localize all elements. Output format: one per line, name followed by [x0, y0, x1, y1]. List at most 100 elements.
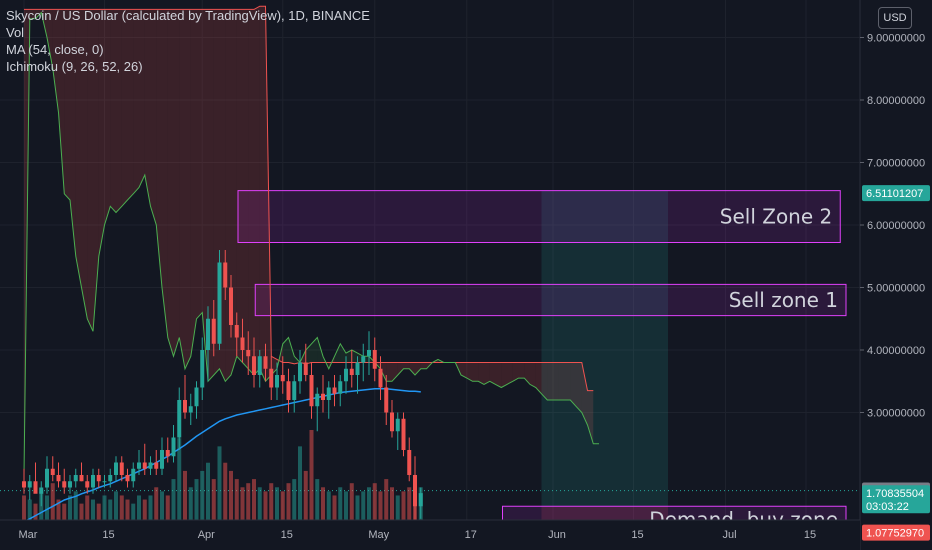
volume-bar: [148, 495, 153, 520]
candle-body: [401, 418, 406, 450]
candle-body: [50, 468, 55, 475]
indicator-lines: [23, 5, 599, 523]
cloud-segment: [116, 9, 122, 213]
candle: [114, 456, 118, 482]
price-axis[interactable]: 9.00000000 8.00000000 7.00000000 6.00000000…: [859, 0, 932, 550]
cloud-segment: [461, 362, 467, 379]
time-tick-label: 15: [631, 529, 643, 541]
zone-box: [237, 190, 841, 243]
volume-bar: [338, 487, 343, 520]
volume-bar: [229, 470, 233, 520]
ma-indicator-label[interactable]: MA (54, close, 0): [6, 42, 104, 57]
volume-bar: [321, 487, 325, 520]
candles: [22, 250, 423, 532]
candle-body: [257, 356, 262, 375]
cloud-segment: [346, 350, 352, 363]
candle: [355, 356, 360, 394]
candle: [85, 475, 90, 494]
cloud-segment: [495, 362, 502, 388]
target-profit-area: [541, 190, 668, 507]
candle-body: [142, 462, 147, 469]
candle-body: [125, 475, 130, 482]
candle: [68, 475, 72, 494]
candle: [206, 306, 210, 382]
candle: [309, 362, 314, 419]
candle: [395, 412, 400, 450]
volume-bar: [246, 483, 251, 520]
candle-body: [171, 437, 176, 457]
candle: [177, 387, 182, 450]
time-axis[interactable]: Mar 15 Apr 15 May 17 Jun 15 Jul 15: [0, 519, 860, 550]
volume-bar: [315, 479, 320, 520]
candle-body: [108, 475, 113, 482]
volume-bar: [27, 499, 32, 520]
candle-body: [234, 325, 239, 338]
candle: [91, 468, 95, 494]
time-tick-label: 15: [102, 529, 114, 541]
price-tag: 1.07752970: [862, 524, 930, 541]
candle-body: [96, 475, 101, 482]
ichimoku-indicator-label[interactable]: Ichimoku (9, 26, 52, 26): [6, 59, 143, 74]
candle: [326, 381, 331, 419]
cloud-segment: [208, 9, 214, 382]
candle: [200, 337, 205, 400]
cloud-segment: [576, 362, 582, 413]
time-tick-label: May: [368, 529, 389, 541]
cloud-segment: [512, 362, 519, 382]
price-tag-value: 1.07752970: [866, 528, 924, 540]
cloud-segment: [156, 9, 162, 288]
candle: [349, 350, 354, 388]
candle: [280, 356, 285, 394]
candle: [292, 375, 297, 413]
cloud-segment: [52, 9, 59, 113]
cloud-segment: [127, 9, 134, 200]
volume-bar: [401, 491, 406, 520]
candle-body: [206, 318, 210, 350]
price-tick-label: 7.00000000: [867, 158, 925, 170]
candle-body: [246, 350, 251, 357]
candle: [303, 343, 308, 382]
volume-bar: [154, 487, 159, 520]
volume-bar: [298, 446, 302, 520]
candle: [361, 343, 366, 382]
candle-body: [183, 400, 187, 413]
candle: [223, 250, 228, 300]
cloud-segment: [478, 362, 484, 385]
candle-body: [413, 475, 417, 507]
volume-bar: [217, 446, 222, 520]
volume-bar: [407, 487, 412, 520]
price-tag-bg: [862, 485, 930, 514]
volume-bar: [349, 483, 354, 520]
volume-bar: [355, 495, 360, 520]
candle: [315, 387, 320, 432]
cloud-segment: [547, 362, 553, 400]
time-axis-bg: [0, 520, 860, 550]
candle: [407, 437, 412, 482]
volume-indicator-label[interactable]: Vol: [6, 25, 25, 40]
cloud-segment: [179, 9, 185, 369]
candle-body: [85, 481, 90, 488]
symbol-title[interactable]: Skycoin / US Dollar (calculated by Tradi…: [6, 8, 370, 23]
volume-bar: [384, 479, 389, 520]
candle: [234, 312, 239, 357]
volume-bar: [73, 491, 78, 520]
candle-body: [114, 462, 118, 475]
candle-body: [367, 350, 371, 357]
volume-bar: [79, 503, 84, 520]
cloud-segment: [185, 9, 191, 369]
cloud-segment: [190, 9, 197, 357]
volume-bar: [378, 491, 383, 520]
currency-button[interactable]: USD: [878, 7, 912, 29]
candle: [148, 456, 153, 475]
candle-body: [269, 368, 274, 388]
candle-body: [73, 475, 78, 482]
cloud-segment: [466, 362, 473, 382]
candle-body: [384, 387, 389, 413]
candle: [45, 456, 49, 494]
price-tags: 6.511012071.751281511.7083550403:03:221.…: [862, 185, 930, 541]
candle: [390, 400, 394, 438]
cloud-segment: [259, 6, 266, 382]
candle-body: [22, 481, 26, 488]
